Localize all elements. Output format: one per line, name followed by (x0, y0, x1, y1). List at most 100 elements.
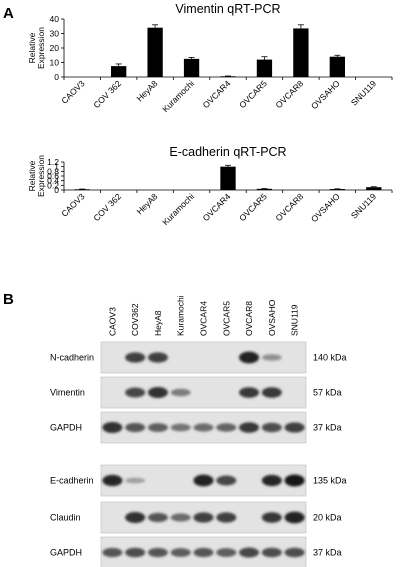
band (261, 387, 282, 398)
x-tick-label: CAOV3 (59, 78, 87, 106)
blot-row: N-cadherin 140 kDa (50, 341, 347, 374)
y-axis-label: RelativeExpression (27, 27, 46, 69)
lane-label: SNU119 (290, 304, 300, 336)
chart-title: E-cadherin qRT-PCR (169, 145, 286, 159)
size-label: 135 kDa (313, 476, 347, 486)
y-tick-label: 0.8 (47, 166, 59, 176)
bar (74, 189, 90, 190)
band (284, 422, 305, 433)
band (147, 387, 168, 398)
x-tick-label: OVCAR5 (237, 78, 269, 110)
bar (220, 76, 236, 77)
protein-label: E-cadherin (50, 476, 94, 486)
x-tick-label: OVCAR4 (201, 191, 233, 223)
band (125, 387, 146, 398)
protein-label: Claudin (50, 513, 81, 523)
bar (256, 188, 273, 190)
bar (366, 187, 382, 190)
x-tick-label: SNU119 (349, 78, 379, 108)
protein-label: N-cadherin (50, 353, 94, 363)
band (125, 547, 146, 558)
band (193, 423, 214, 432)
y-tick-label: 0 (54, 72, 59, 82)
x-tick-label: OVCAR5 (237, 191, 269, 223)
band (261, 354, 282, 361)
band (125, 512, 146, 523)
band (170, 548, 191, 557)
bar (256, 59, 273, 77)
x-tick-label: OVCAR8 (274, 78, 306, 110)
band (102, 422, 123, 433)
blot-row: Claudin 20 kDa (50, 501, 342, 534)
lane-label: HeyA8 (153, 310, 163, 336)
band (284, 511, 305, 524)
vimentin-qrtpcr-chart: Vimentin qRT-PCR RelativeExpression 0 10 20 3… (27, 2, 393, 114)
band (125, 422, 146, 433)
y-tick-label: 0.2 (47, 180, 59, 190)
band (193, 512, 214, 523)
band (170, 423, 191, 432)
blot-row: GAPDH 37 kDa (50, 411, 342, 444)
band (239, 351, 260, 364)
band (239, 387, 260, 398)
size-label: 20 kDa (313, 513, 342, 523)
bar (293, 28, 309, 77)
band (170, 388, 191, 397)
x-tick-label: OVSAHO (309, 191, 342, 224)
x-tick-label: COV 362 (91, 78, 123, 110)
band (170, 513, 191, 522)
lane-label: OVCAR5 (221, 301, 231, 336)
lane-label: OVCAR8 (244, 301, 254, 336)
x-tick-label: CAOV3 (59, 191, 87, 219)
size-label: 57 kDa (313, 388, 342, 398)
band (261, 547, 282, 558)
y-tick-label: 1.2 (47, 157, 59, 167)
chart-title: Vimentin qRT-PCR (175, 2, 280, 16)
western-blot: CAOV3 COV362 HeyA8 Kuramochi OVCAR4 OVCAR5 OVC… (50, 295, 347, 567)
band (125, 477, 146, 484)
protein-label: GAPDH (50, 548, 82, 558)
panel-b-label: B (3, 291, 14, 308)
x-tick-label: Kuramochi (160, 78, 196, 114)
bar (329, 189, 345, 190)
y-tick-label: 0 (54, 185, 59, 195)
blot-row: Vimentin 57 kDa (50, 376, 342, 409)
y-tick-label: 40 (50, 14, 60, 24)
x-tick-label: Kuramochi (160, 191, 196, 227)
x-tick-label: SNU119 (349, 191, 379, 221)
band (147, 423, 168, 432)
y-tick-label: 0.4 (47, 176, 59, 186)
lane-label: OVSAHO (267, 299, 277, 336)
band (239, 547, 260, 558)
band (102, 547, 123, 558)
y-tick-label: 20 (50, 43, 60, 53)
band (193, 547, 214, 558)
band (147, 512, 168, 523)
band (147, 547, 168, 558)
band (216, 548, 237, 557)
size-label: 37 kDa (313, 548, 342, 558)
band (261, 474, 282, 487)
band (284, 474, 305, 487)
x-tick-label: OVCAR8 (274, 191, 306, 223)
size-label: 140 kDa (313, 353, 347, 363)
band (261, 512, 282, 523)
x-tick-label: HeyA8 (134, 78, 159, 103)
band (284, 547, 305, 558)
panel-a-label: A (3, 5, 14, 22)
band (261, 422, 282, 433)
y-tick-label: 0.6 (47, 171, 59, 181)
x-tick-label: HeyA8 (134, 191, 159, 216)
blot-row: E-cadherin 135 kDa (50, 464, 347, 497)
x-tick-label: OVCAR4 (201, 78, 233, 110)
lane-label: Kuramochi (176, 295, 186, 336)
band (216, 512, 237, 523)
lane-label: CAOV3 (107, 307, 117, 336)
band (216, 423, 237, 432)
y-axis-label: RelativeExpression (27, 155, 46, 197)
bar (329, 56, 345, 77)
protein-label: Vimentin (50, 388, 85, 398)
lane-label: OVCAR4 (199, 301, 209, 336)
band (147, 352, 168, 363)
